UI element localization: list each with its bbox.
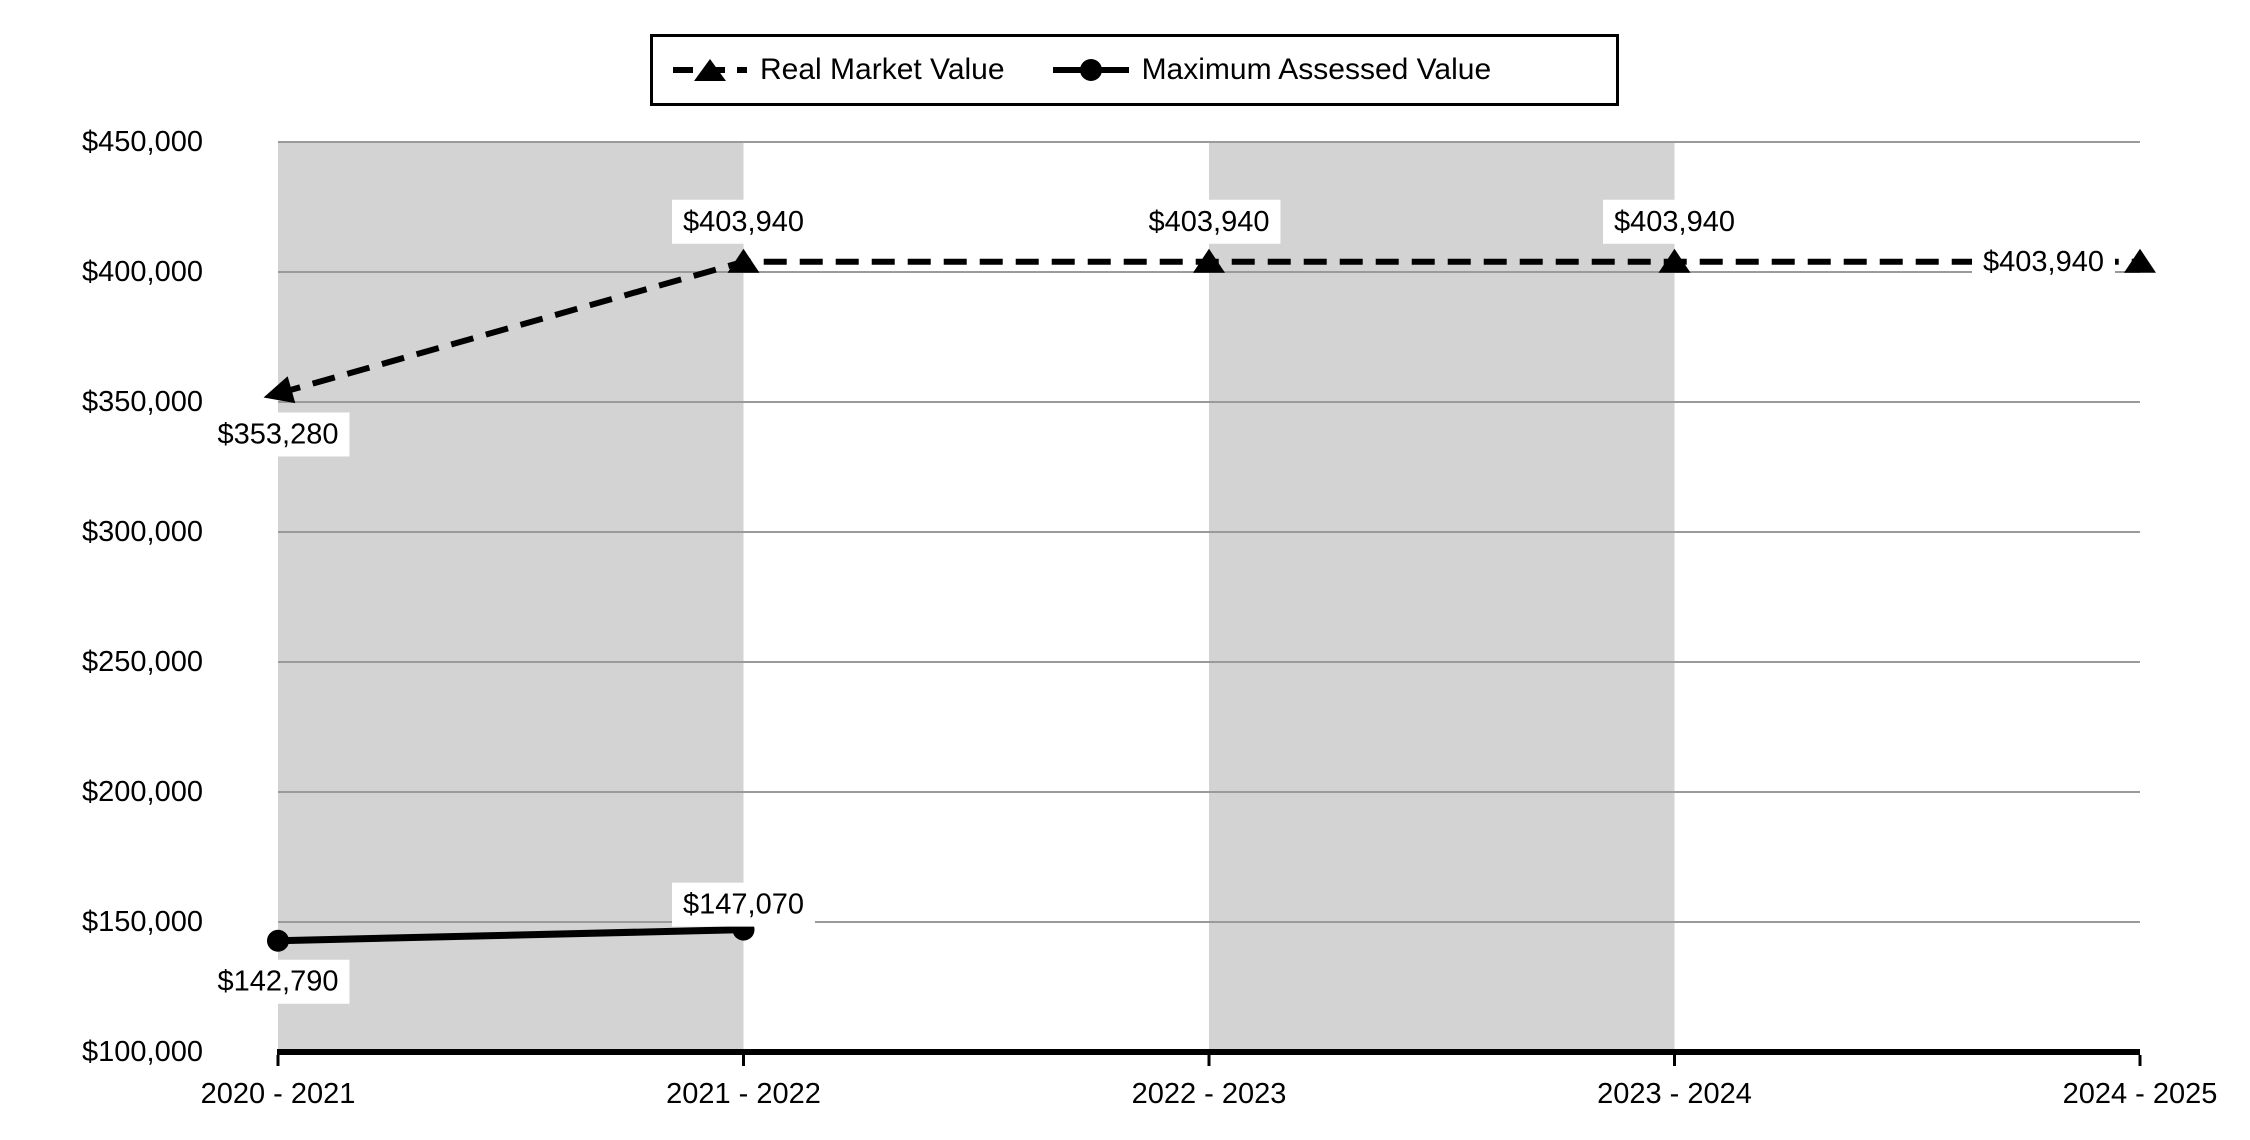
triangle-marker <box>1193 248 1225 273</box>
data-label-text: $403,940 <box>1983 246 2104 278</box>
alternating-column-band <box>278 142 744 1050</box>
y-axis-tick-label: $150,000 <box>82 906 203 938</box>
chart-legend: Real Market Value Maximum Assessed Value <box>650 34 1619 106</box>
data-label-background <box>1137 199 1281 244</box>
data-label-text: $403,940 <box>1149 206 1270 238</box>
data-label-text: $142,790 <box>218 966 339 998</box>
y-axis-tick-label: $350,000 <box>82 386 203 418</box>
data-label-background <box>672 199 815 244</box>
data-label: $142,790 <box>206 959 350 1004</box>
data-label-background <box>672 882 815 927</box>
data-label-background <box>206 959 350 1004</box>
data-label-background <box>1972 239 2115 284</box>
alternating-column-band <box>1209 142 1675 1050</box>
triangle-marker <box>1658 248 1691 273</box>
data-label: $403,940 <box>1137 199 1281 244</box>
y-axis-tick-label: $450,000 <box>82 126 203 158</box>
data-label: $403,940 <box>1603 199 1746 244</box>
triangle-marker <box>2124 248 2156 273</box>
maximum-assessed-value-line <box>277 926 744 945</box>
y-axis-tick-label: $300,000 <box>82 516 203 548</box>
data-label-background <box>206 412 350 457</box>
x-axis-tick-label: 2024 - 2025 <box>2063 1078 2218 1110</box>
x-axis-tick-label: 2021 - 2022 <box>666 1078 821 1110</box>
legend-item-maximum-assessed-value: Maximum Assessed Value <box>1052 53 1492 87</box>
data-label-text: $403,940 <box>1614 206 1735 238</box>
data-label-text: $353,280 <box>218 418 339 450</box>
legend-item-real-market-value: Real Market Value <box>673 53 1005 87</box>
data-label-text: $147,070 <box>683 889 804 921</box>
legend-label-maximum-assessed-value: Maximum Assessed Value <box>1141 53 1492 86</box>
y-axis-tick-label: $200,000 <box>82 776 203 808</box>
data-label-background <box>1603 199 1746 244</box>
data-label: $403,940 <box>1972 239 2115 284</box>
y-axis-tick-label: $100,000 <box>82 1036 203 1068</box>
dashed-triangle-legend-icon <box>673 59 747 81</box>
solid-circle-legend-icon <box>1052 59 1129 81</box>
legend-label-real-market-value: Real Market Value <box>760 53 1005 86</box>
x-axis-tick-label: 2020 - 2021 <box>201 1078 356 1110</box>
data-label-text: $403,940 <box>683 206 804 238</box>
x-axis-tick-label: 2023 - 2024 <box>1597 1078 1752 1110</box>
triangle-marker <box>727 248 760 273</box>
data-label: $353,280 <box>206 412 350 457</box>
triangle-marker <box>263 376 296 404</box>
y-axis-tick-label: $250,000 <box>82 646 203 678</box>
data-label: $147,070 <box>672 882 815 927</box>
y-axis-tick-label: $400,000 <box>82 256 203 288</box>
x-axis-tick-label: 2022 - 2023 <box>1132 1078 1287 1110</box>
data-label: $403,940 <box>672 199 815 244</box>
circle-marker <box>267 929 289 952</box>
